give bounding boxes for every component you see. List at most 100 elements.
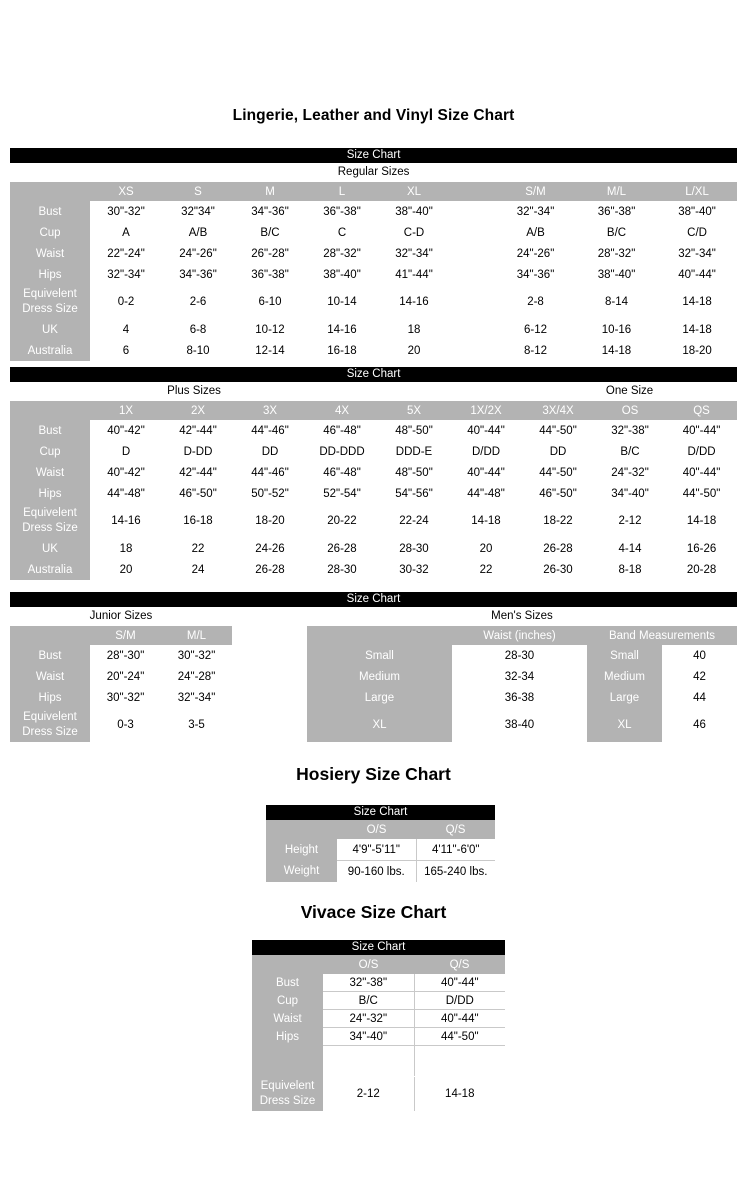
regular-cell-spacer	[450, 285, 495, 319]
hosiery-corner-cell	[266, 820, 337, 839]
mens-band-label-xl: XL	[587, 708, 662, 742]
table-row: Small 28-30 Small 40	[307, 645, 737, 666]
plus-cell: 22	[162, 538, 234, 559]
plus-cell: DDD-E	[378, 441, 450, 462]
table-row: Height 4'9"-5'11" 4'11"-6'0"	[266, 839, 496, 861]
regular-col-ml: M/L	[576, 182, 657, 201]
regular-cell: 8-14	[576, 285, 657, 319]
plus-sizes-table: Size Chart Plus Sizes One Size 1X 2X 3X …	[10, 367, 738, 580]
regular-cell: 4	[90, 319, 162, 340]
plus-cell: 16-18	[162, 504, 234, 538]
regular-cell-spacer	[450, 264, 495, 285]
junior-col-ml: M/L	[161, 626, 232, 645]
vivace-row-label-dress-size: Equivelent Dress Size	[252, 1076, 323, 1111]
plus-cell: 26-28	[234, 559, 306, 580]
table-row: Australia 6 8-10 12-14 16-18 20 8-12 14-…	[10, 340, 738, 361]
regular-row-label-cup: Cup	[10, 222, 90, 243]
regular-cell: 32"-34"	[495, 201, 576, 222]
regular-cell: 34"-36"	[162, 264, 234, 285]
mens-band-label-small: Small	[587, 645, 662, 666]
regular-cell: 10-14	[306, 285, 378, 319]
table-row: Hips 34"-40" 44"-50"	[252, 1027, 506, 1046]
plus-cell: 44"-48"	[90, 483, 162, 504]
plus-cell: 48"-50"	[378, 462, 450, 483]
table-row: Hips 30"-32" 32"-34"	[10, 687, 232, 708]
regular-col-xs: XS	[90, 182, 162, 201]
hosiery-bar-row: Size Chart	[266, 805, 496, 820]
regular-cell: 32"-34"	[90, 264, 162, 285]
table-row: Bust 32"-38" 40"-44"	[252, 974, 506, 992]
size-chart-bar: Size Chart	[10, 367, 738, 382]
plus-cell: 34"-40"	[594, 483, 666, 504]
regular-col-spacer	[450, 182, 495, 201]
plus-cell: 14-18	[450, 504, 522, 538]
regular-cell: 6-8	[162, 319, 234, 340]
plus-cell: 20	[450, 538, 522, 559]
table-row: Waist 22"-24" 24"-26" 26"-28" 28"-32" 32…	[10, 243, 738, 264]
table-row: Waist 24"-32" 40"-44"	[252, 1009, 506, 1028]
vivace-header-row: O/S Q/S	[252, 955, 506, 974]
junior-cell: 28"-30"	[90, 645, 161, 666]
page-title: Lingerie, Leather and Vinyl Size Chart	[232, 107, 515, 124]
plus-cell: 26-28	[306, 538, 378, 559]
vivace-cell: 40"-44"	[413, 974, 506, 992]
regular-cell: 24"-26"	[162, 243, 234, 264]
regular-cell: 36"-38"	[306, 201, 378, 222]
table-row: Equivelent Dress Size 0-3 3-5	[10, 708, 232, 742]
plus-cell: 46"-50"	[162, 483, 234, 504]
vivace-row-label-bust: Bust	[252, 974, 323, 992]
plus-cell: 44"-48"	[450, 483, 522, 504]
hosiery-col-qs: Q/S	[416, 820, 496, 839]
table-row: Medium 32-34 Medium 42	[307, 666, 737, 687]
regular-cell-spacer	[450, 243, 495, 264]
mens-row-label-large: Large	[307, 687, 452, 708]
plus-cell: 32"-38"	[594, 420, 666, 441]
vivace-title-wrap: Vivace Size Chart	[0, 902, 747, 923]
regular-cell: 8-12	[495, 340, 576, 361]
junior-cell: 30"-32"	[161, 645, 232, 666]
regular-cell: 6-12	[495, 319, 576, 340]
junior-cell: 20"-24"	[90, 666, 161, 687]
mens-table-wrap: Waist (inches) Band Measurements Small 2…	[307, 626, 737, 742]
junior-cell: 24"-28"	[161, 666, 232, 687]
regular-corner-cell	[10, 182, 90, 201]
plus-col-4x: 4X	[306, 401, 378, 420]
regular-cell: 18	[378, 319, 450, 340]
regular-cell: 32"-34"	[657, 243, 738, 264]
plus-cell: 40"-44"	[666, 420, 738, 441]
plus-cell: 44"-46"	[234, 462, 306, 483]
plus-cell: 14-18	[666, 504, 738, 538]
mens-band-cell: 44	[662, 687, 737, 708]
mens-band-cell: 42	[662, 666, 737, 687]
regular-col-lxl: L/XL	[657, 182, 738, 201]
regular-cell: 20	[378, 340, 450, 361]
page-title-wrap: Lingerie, Leather and Vinyl Size Chart	[0, 107, 747, 125]
regular-row-label-australia: Australia	[10, 340, 90, 361]
table-row: Waist 20"-24" 24"-28"	[10, 666, 232, 687]
mens-band-label-medium: Medium	[587, 666, 662, 687]
plus-cell: 14-16	[90, 504, 162, 538]
plus-row-label-australia: Australia	[10, 559, 90, 580]
regular-cell: 10-16	[576, 319, 657, 340]
mens-waist-cell: 36-38	[452, 687, 587, 708]
regular-cell-spacer	[450, 319, 495, 340]
plus-cell: D/DD	[450, 441, 522, 462]
plus-cell: 20	[90, 559, 162, 580]
plus-cell: 18-20	[234, 504, 306, 538]
plus-cell: 54"-56"	[378, 483, 450, 504]
hosiery-row-label-height: Height	[266, 839, 337, 861]
plus-cell: 18	[90, 538, 162, 559]
plus-cell: D/DD	[666, 441, 738, 462]
regular-cell: 14-18	[657, 285, 738, 319]
table-row: Cup D D-DD DD DD-DDD DDD-E D/DD DD B/C D…	[10, 441, 738, 462]
hosiery-size-table: Size Chart O/S Q/S Height 4'9"-5'11" 4'1…	[266, 805, 496, 882]
junior-header-row: S/M M/L	[10, 626, 232, 645]
regular-cell: 26"-28"	[234, 243, 306, 264]
plus-cell: 42"-44"	[162, 462, 234, 483]
regular-cell-spacer	[450, 201, 495, 222]
regular-cell: 22"-24"	[90, 243, 162, 264]
table-row: Waist 40"-42" 42"-44" 44"-46" 46"-48" 48…	[10, 462, 738, 483]
regular-row-label-uk: UK	[10, 319, 90, 340]
vivace-size-table: Size Chart O/S Q/S Bust 32"-38" 40"-44" …	[252, 940, 506, 1111]
